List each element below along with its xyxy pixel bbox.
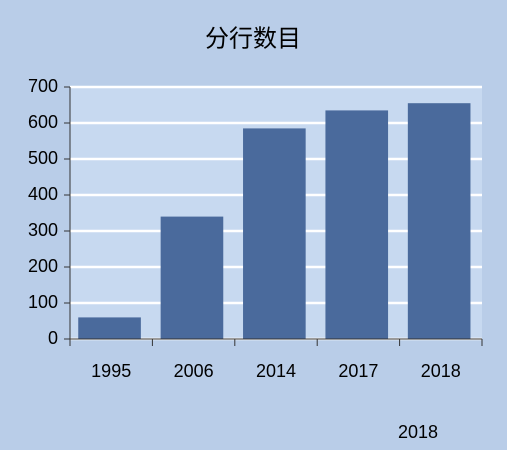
y-tick-label: 200 [28, 256, 58, 276]
annotation: 2018 [398, 422, 438, 442]
chart-title: 分行数目 [205, 25, 301, 52]
y-tick-label: 100 [28, 292, 58, 312]
bar [160, 216, 224, 339]
bar [243, 128, 306, 339]
y-tick-label: 0 [48, 328, 58, 348]
bar [407, 103, 471, 339]
x-tick-label: 2018 [421, 361, 461, 381]
x-tick-label: 2006 [174, 361, 214, 381]
x-tick-label: 2017 [338, 361, 378, 381]
y-tick-label: 600 [28, 112, 58, 132]
y-tick-label: 500 [28, 148, 58, 168]
bar [325, 110, 389, 340]
y-tick-label: 700 [28, 76, 58, 96]
y-tick-label: 400 [28, 184, 58, 204]
y-tick-label: 300 [28, 220, 58, 240]
x-tick-label: 2014 [256, 361, 296, 381]
x-tick-label: 1995 [91, 361, 131, 381]
bar [78, 317, 141, 339]
